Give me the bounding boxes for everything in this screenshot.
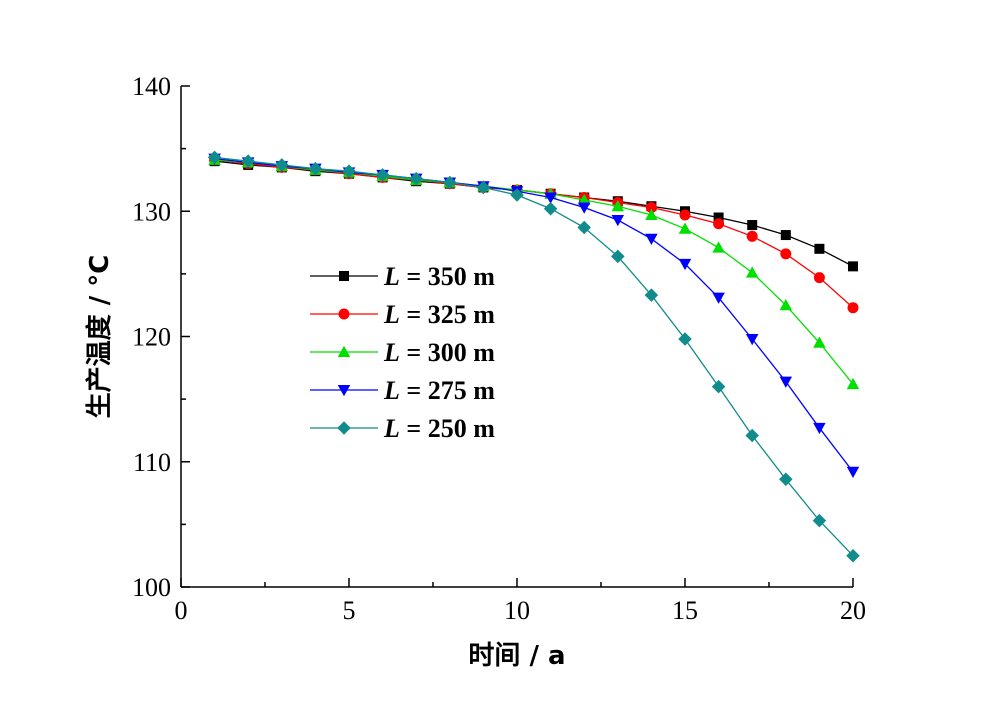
x-axis-title: 时间 / a [468,641,565,671]
series-line [214,156,854,557]
diamond-marker [812,513,827,528]
triangle-down-marker [712,292,725,304]
triangle-down-marker [813,422,826,435]
x-tick-label: 10 [504,596,530,625]
diamond-marker [375,168,390,182]
triangle-up-marker [712,241,725,253]
square-marker [747,220,758,231]
diamond-marker [241,154,255,168]
triangle-down-marker [745,334,759,346]
y-tick-label: 100 [132,573,171,602]
triangle-up-marker [813,336,826,348]
circle-marker [780,248,792,260]
triangle-down-marker [645,233,658,246]
diamond-marker [409,171,423,186]
diamond-marker [337,421,351,435]
triangle-up-marker [337,345,351,357]
legend-label: L = 325 m [383,300,495,329]
square-marker [339,271,349,281]
series-0 [209,156,858,272]
circle-marker [338,308,350,320]
triangle-down-marker [337,385,351,397]
legend-label: L = 350 m [383,262,495,291]
series-line [214,159,854,385]
square-marker [713,212,724,223]
diamond-marker [779,472,793,487]
diamond-marker [711,379,726,394]
triangle-down-marker [577,202,591,214]
triangle-up-marker [611,199,625,212]
circle-marker [813,272,825,284]
circle-marker [679,209,691,221]
diamond-marker [577,220,591,235]
series-line [214,159,854,309]
triangle-up-marker [779,298,793,311]
triangle-down-marker [779,376,793,388]
plot-series [207,150,860,563]
square-marker [780,230,791,241]
legend: L = 350 m L = 325 m L = 300 m L = 275 m L = … [310,262,495,443]
series-1 [209,154,859,314]
triangle-down-marker [544,192,557,204]
diamond-marker [745,428,759,443]
y-tick-label: 120 [132,323,171,352]
axes: 0 5 10 15 20 100 110 120 130 140 [132,72,866,625]
x-tick-label: 15 [672,596,698,625]
legend-label: L = 300 m [383,338,495,367]
y-tick-label: 110 [133,448,171,477]
x-tick-label: 5 [343,596,356,625]
triangle-up-marker [577,193,591,205]
diamond-marker [510,188,524,202]
x-tick-label: 0 [175,596,188,625]
diamond-marker [611,249,625,264]
y-tick-label: 130 [132,197,171,226]
triangle-down-marker [611,215,625,227]
y-axis-title: 生产温度 / °C [84,255,115,419]
circle-marker [713,218,725,230]
x-tick-label: 20 [840,596,866,625]
series-line [214,160,854,267]
legend-entry: L = 250 m [310,414,495,443]
diamond-marker [644,288,659,302]
series-4 [207,150,860,563]
series-line [214,157,854,473]
diamond-marker [476,180,491,195]
triangle-down-marker [846,466,860,479]
series-2 [208,153,860,390]
y-tick-label: 140 [132,72,171,101]
circle-marker [847,302,859,314]
diamond-marker [443,175,457,190]
legend-label: L = 250 m [383,414,495,443]
legend-entry: L = 350 m [310,262,495,291]
triangle-up-marker [846,377,860,390]
circle-marker [746,230,758,242]
triangle-up-marker [678,222,692,234]
diamond-marker [678,332,692,346]
diamond-marker [308,161,323,176]
triangle-up-marker [745,266,759,278]
diamond-marker [275,158,289,172]
legend-entry: L = 325 m [310,300,495,329]
legend-label: L = 275 m [383,376,495,405]
triangle-up-marker [645,208,658,221]
circle-marker [645,201,657,213]
square-marker [814,243,825,254]
legend-entry: L = 275 m [310,376,495,405]
legend-entry: L = 300 m [310,338,495,367]
diamond-marker [846,548,860,563]
diamond-marker [207,150,222,165]
diamond-marker [342,164,356,178]
diamond-marker [543,201,558,216]
triangle-down-marker [678,258,692,271]
square-marker [848,261,858,272]
